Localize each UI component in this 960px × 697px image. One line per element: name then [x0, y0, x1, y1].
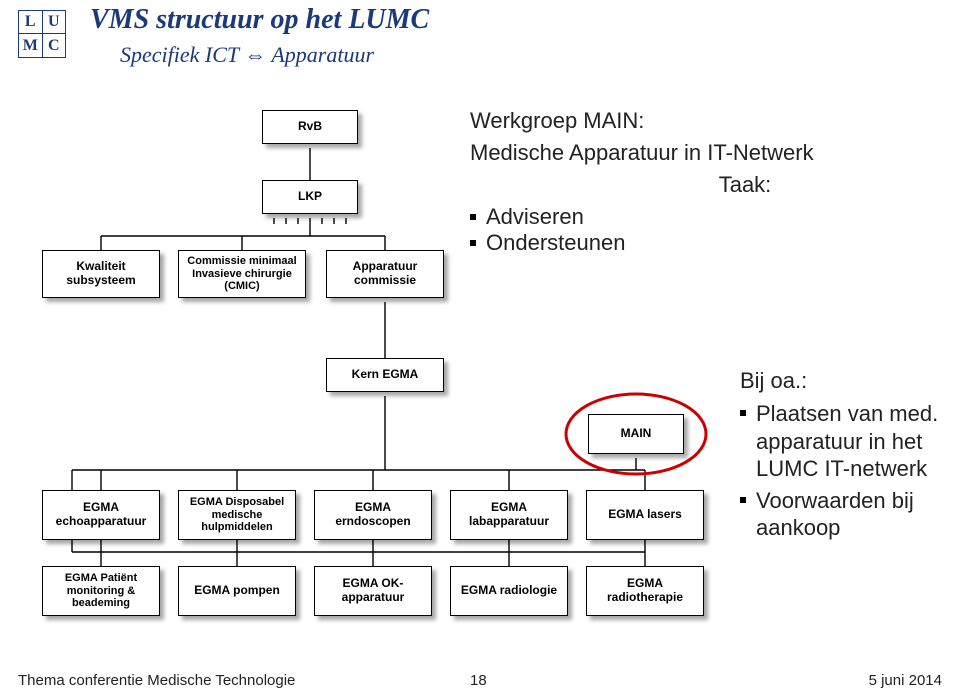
box-egma-radiother: EGMA radiotherapie [586, 566, 704, 616]
logo-br: C [43, 34, 66, 57]
box-rvb: RvB [262, 110, 358, 144]
box-egma-radiologie: EGMA radiologie [450, 566, 568, 616]
workgroup-line2: Medische Apparatuur in IT-Netwerk [470, 140, 900, 166]
box-main: MAIN [588, 414, 684, 454]
box-egma-echo: EGMA echoapparatuur [42, 490, 160, 540]
box-lkp: LKP [262, 180, 358, 214]
footer-center: 18 [470, 672, 487, 689]
bullet-adviseren: Adviseren [470, 204, 900, 230]
bullet-ondersteunen: Ondersteunen [470, 230, 900, 256]
lumc-logo: L U M C [18, 10, 66, 58]
footer-right: 5 juni 2014 [869, 672, 942, 689]
box-egma-patient: EGMA Patiënt monitoring & beademing [42, 566, 160, 616]
footer-left: Thema conferentie Medische Technologie [18, 672, 295, 689]
box-appcom: Apparatuur commissie [326, 250, 444, 298]
workgroup-task: Taak: [590, 172, 900, 198]
logo-tr: U [43, 11, 66, 34]
box-egma-lab: EGMA labapparatuur [450, 490, 568, 540]
box-egma-disposabel: EGMA Disposabel medische hulpmiddelen [178, 490, 296, 540]
page-subtitle: Specifiek ICT ⇔ Apparatuur [120, 42, 374, 68]
box-kern-egma: Kern EGMA [326, 358, 444, 392]
logo-tl: L [19, 11, 43, 34]
box-cmic: Commissie minimaal Invasieve chirurgie (… [178, 250, 306, 298]
box-egma-endoscopen: EGMA erndoscopen [314, 490, 432, 540]
bij-oa-block: Bij oa.: Plaatsen van med. apparatuur in… [740, 368, 950, 542]
workgroup-description: Werkgroep MAIN: Medische Apparatuur in I… [470, 108, 900, 256]
bullet-plaatsen: Plaatsen van med. apparatuur in het LUMC… [740, 400, 950, 483]
bij-oa-heading: Bij oa.: [740, 368, 950, 394]
box-egma-pompen: EGMA pompen [178, 566, 296, 616]
box-egma-ok: EGMA OK-apparatuur [314, 566, 432, 616]
box-egma-lasers: EGMA lasers [586, 490, 704, 540]
workgroup-heading: Werkgroep MAIN: [470, 108, 900, 134]
bullet-voorwaarden: Voorwaarden bij aankoop [740, 487, 950, 542]
box-kwaliteit: Kwaliteit subsysteem [42, 250, 160, 298]
page-title: VMS structuur op het LUMC [90, 4, 429, 36]
logo-bl: M [19, 34, 43, 57]
